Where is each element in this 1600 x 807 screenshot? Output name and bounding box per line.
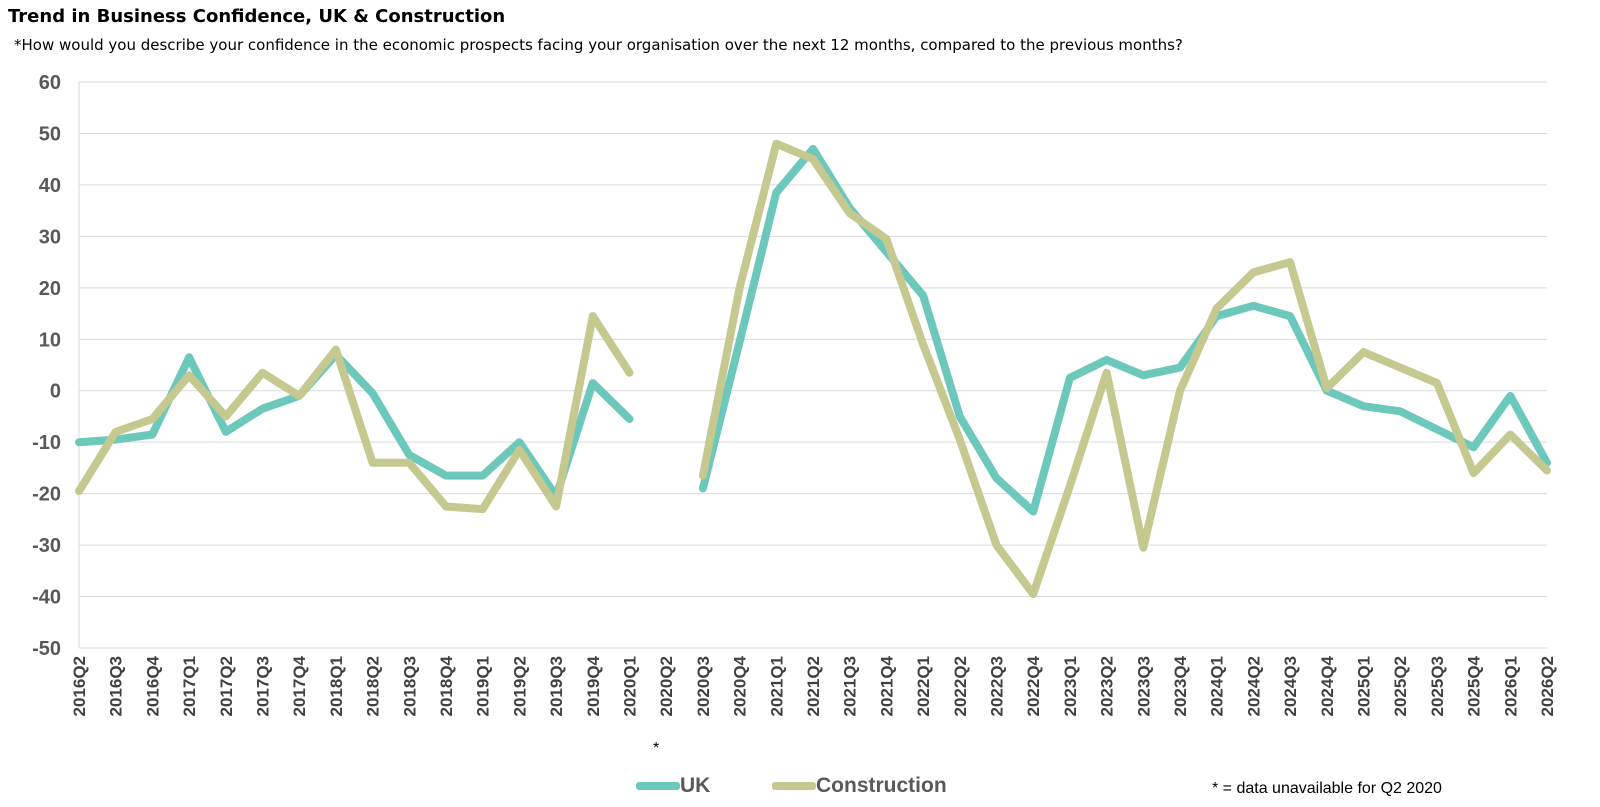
x-tick-label: 2021Q2 [804,656,823,717]
x-tick-label: 2020Q2 [657,656,676,717]
y-tick-label: 30 [39,226,61,248]
y-tick-label: 20 [39,278,61,300]
y-tick-label: -30 [32,535,61,557]
legend-item-construction: Construction [772,774,947,798]
x-tick-label: 2020Q4 [731,655,750,716]
y-tick-label: 0 [50,381,61,403]
x-tick-label: 2025Q1 [1355,656,1374,717]
series-line-uk [75,350,634,501]
x-tick-label: 2020Q1 [621,656,640,717]
x-tick-label: 2022Q2 [951,656,970,717]
y-tick-label: -50 [32,638,61,660]
x-tick-label: 2026Q1 [1501,656,1520,717]
x-tick-label: 2018Q2 [364,656,383,717]
legend-item-uk: UK [636,774,710,798]
series-line-construction [698,139,1551,598]
chart-title: Trend in Business Confidence, UK & Const… [8,6,506,27]
x-tick-label: 2019Q1 [474,656,493,717]
y-tick-label: 10 [39,329,61,351]
legend-swatch-construction [772,782,816,790]
x-tick-label: 2018Q4 [437,655,456,716]
y-tick-label: -40 [32,587,61,609]
x-tick-label: 2023Q4 [1171,655,1190,716]
y-tick-label: 50 [39,123,61,145]
legend-label-construction: Construction [816,774,947,797]
x-tick-label: 2025Q2 [1391,656,1410,717]
missing-data-marker: * [653,740,660,757]
x-tick-label: 2025Q4 [1465,655,1484,716]
x-tick-label: 2016Q3 [107,656,126,717]
x-tick-label: 2021Q1 [767,656,786,717]
x-tick-label: 2017Q2 [217,656,236,717]
y-tick-label: -10 [32,432,61,454]
y-axis-ticks: 60 50 40 30 20 10 0 -10 -20 -30 -40 -50 [32,72,61,660]
x-tick-label: 2019Q2 [510,656,529,717]
x-axis-ticks: 2016Q2 2016Q3 2016Q4 2017Q1 2017Q2 2017Q3 2017… [70,655,1557,716]
y-tick-label: -20 [32,484,61,506]
x-tick-label: 2023Q1 [1061,656,1080,717]
x-tick-label: 2023Q3 [1134,656,1153,717]
y-tick-label: 60 [39,72,61,94]
gridlines [78,81,1547,649]
x-tick-label: 2021Q3 [841,656,860,717]
x-tick-label: 2017Q1 [180,656,199,717]
x-tick-label: 2021Q4 [877,655,896,716]
series-lines [75,139,1551,598]
footnote: * = data unavailable for Q2 2020 [1212,780,1442,797]
x-tick-label: 2019Q3 [547,656,566,717]
x-tick-label: 2025Q3 [1428,656,1447,717]
legend-label-uk: UK [680,774,711,797]
x-tick-label: 2016Q4 [143,655,162,716]
x-tick-label: 2020Q3 [694,656,713,717]
x-tick-label: 2017Q3 [254,656,273,717]
x-tick-label: 2024Q1 [1208,656,1227,717]
legend-swatch-uk [636,782,680,790]
x-tick-label: 2019Q4 [584,655,603,716]
x-tick-label: 2023Q2 [1098,656,1117,717]
x-tick-label: 2017Q4 [290,655,309,716]
x-tick-label: 2022Q3 [988,656,1007,717]
y-tick-label: 40 [39,175,61,197]
x-tick-label: 2016Q2 [70,656,89,717]
x-tick-label: 2018Q3 [400,656,419,717]
series-line-construction [75,312,634,514]
x-tick-label: 2024Q3 [1281,656,1300,717]
x-tick-label: 2024Q2 [1244,656,1263,717]
x-tick-label: 2022Q1 [914,656,933,717]
x-tick-label: 2024Q4 [1318,655,1337,716]
x-tick-label: 2018Q1 [327,656,346,717]
x-tick-label: 2022Q4 [1024,655,1043,716]
chart-subtitle: *How would you describe your confidence … [14,36,1183,54]
x-tick-label: 2026Q2 [1538,656,1557,717]
